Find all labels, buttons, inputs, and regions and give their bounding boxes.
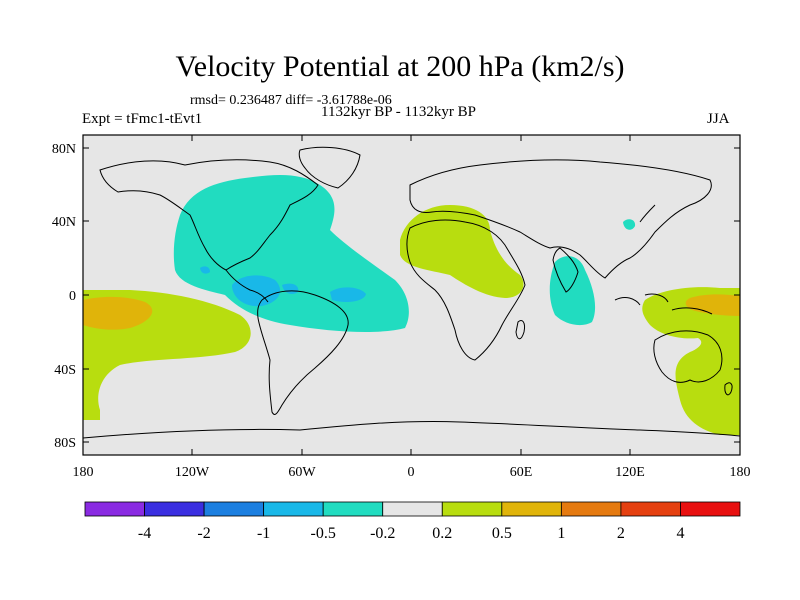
lon-label-0: 0 (408, 465, 415, 480)
colorbar-labels: -4 -2 -1 -0.5 -0.2 0.2 0.5 1 2 4 (138, 525, 685, 542)
colorbar-label: 1 (557, 525, 565, 542)
madagascar-coast (515, 319, 525, 340)
field-shading (83, 174, 740, 435)
new-zealand-coast (724, 382, 733, 396)
west-pacific-strong-positive (83, 296, 153, 330)
lon-label-60e: 60E (510, 465, 533, 480)
colorbar-swatch (203, 501, 265, 517)
north-africa-positive (400, 205, 524, 298)
maritime-strong-positive (685, 294, 740, 316)
colorbar-swatch (680, 501, 741, 517)
experiment-text: Expt = tFmc1-tEvt1 (82, 111, 203, 127)
india-coast (552, 247, 579, 293)
lat-label-80s: 80S (54, 436, 76, 451)
colorbar-swatch (441, 501, 503, 517)
greenland-coast (298, 146, 361, 189)
south-america-coast (257, 290, 349, 415)
indian-ocean-negative (549, 256, 596, 326)
lat-label-40n: 40N (52, 215, 76, 230)
central-america-coast (225, 269, 269, 303)
eurasia-coast (409, 159, 712, 279)
colorbar-label: -4 (138, 525, 151, 542)
colorbar-swatch (322, 501, 384, 517)
period-text: 1132kyr BP - 1132kyr BP (321, 104, 477, 120)
stats-text: rmsd= 0.236487 diff= -3.61788e-06 (190, 93, 392, 108)
colorbar (84, 501, 741, 517)
map-title: Velocity Potential at 200 hPa (km2/s) (175, 50, 625, 83)
maritime-positive (642, 287, 740, 435)
lat-label-80n: 80N (52, 142, 76, 157)
colorbar-swatch (84, 501, 145, 517)
colorbar-swatch (263, 501, 324, 517)
lon-label-120w: 120W (175, 465, 210, 480)
colorbar-swatch (382, 501, 443, 517)
colorbar-swatch (501, 501, 562, 517)
lat-label-40s: 40S (54, 363, 76, 378)
colorbar-label: -0.5 (311, 525, 336, 542)
colorbar-label: 0.5 (492, 525, 512, 542)
atlantic-core-negative (330, 287, 366, 302)
colorbar-label: 4 (676, 525, 684, 542)
colorbar-swatch (144, 501, 205, 517)
maritime-islands (614, 293, 713, 315)
colorbar-label: -1 (257, 525, 270, 542)
africa-coast (406, 219, 526, 361)
lon-label-180w: 180 (73, 465, 94, 480)
lon-label-120e: 120E (615, 465, 645, 480)
lat-label-0: 0 (69, 289, 76, 304)
colorbar-label: -2 (197, 525, 210, 542)
map-background (83, 135, 740, 455)
lon-label-60w: 60W (288, 465, 316, 480)
east-asia-negative (623, 219, 636, 230)
season-text: JJA (707, 111, 730, 127)
lon-label-180e: 180 (730, 465, 751, 480)
colorbar-swatch (560, 501, 622, 517)
colorbar-label: -0.2 (370, 525, 395, 542)
antarctica-coast (82, 421, 741, 439)
australia-coast (653, 330, 723, 383)
colorbar-label: 2 (617, 525, 625, 542)
americas-core-negative (232, 275, 281, 307)
north-america-coast (99, 159, 319, 271)
pacific-small-negative (200, 266, 210, 274)
colorbar-swatch (620, 501, 681, 517)
coastlines (82, 146, 741, 439)
axis-ticks (82, 135, 741, 455)
japan-coast (639, 204, 656, 223)
colorbar-label: 0.2 (432, 525, 452, 542)
